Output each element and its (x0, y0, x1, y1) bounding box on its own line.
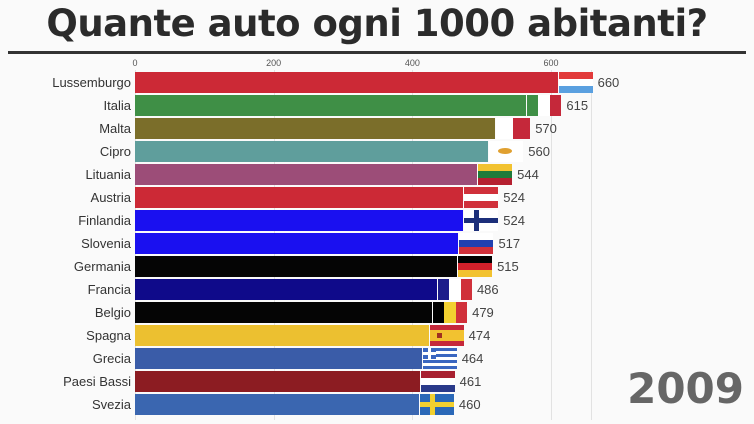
flag-icon (496, 118, 531, 139)
flag-icon (420, 371, 455, 392)
bar-row: Italia 615 (0, 95, 754, 116)
bar-row: Lituania 544 (0, 164, 754, 185)
country-label: Grecia (92, 351, 131, 366)
bar (135, 210, 464, 231)
bar (135, 95, 527, 116)
country-label: Belgio (94, 305, 131, 320)
value-label: 474 (468, 328, 491, 343)
bar (135, 256, 458, 277)
country-label: Finlandia (78, 213, 131, 228)
bar-row: Slovenia 517 (0, 233, 754, 254)
country-label: Italia (103, 98, 131, 113)
title-divider (8, 51, 746, 54)
flag-icon (464, 187, 499, 208)
flag-icon (527, 95, 562, 116)
x-tick-label: 200 (266, 58, 282, 68)
value-label: 524 (503, 190, 525, 205)
value-label: 464 (461, 351, 484, 366)
flag-icon (437, 279, 472, 300)
flag-icon (419, 394, 454, 415)
bar-row: Cipro 560 (0, 141, 754, 162)
flag-icon (433, 302, 468, 323)
bar (135, 302, 433, 323)
country-label: Germania (73, 259, 131, 274)
value-label: 517 (498, 236, 521, 251)
bar (135, 348, 422, 369)
bar (135, 141, 489, 162)
bar-row: Francia 486 (0, 279, 754, 300)
bar (135, 371, 420, 392)
bar-row: Grecia 464 (0, 348, 754, 369)
value-label: 460 (458, 397, 481, 412)
bar (135, 233, 459, 254)
value-label: 570 (535, 121, 557, 136)
bar-row: Malta 570 (0, 118, 754, 139)
bar (135, 164, 478, 185)
value-label: 515 (497, 259, 519, 274)
value-label: 486 (476, 282, 499, 297)
country-label: Malta (99, 121, 131, 136)
bar-row: Spagna 474 (0, 325, 754, 346)
chart-title: Quante auto ogni 1000 abitanti? (46, 2, 708, 45)
country-label: Slovenia (81, 236, 131, 251)
country-label: Svezia (91, 397, 131, 412)
country-label: Lussemburgo (52, 75, 131, 90)
country-label: Francia (87, 282, 131, 297)
country-label: Paesi Bassi (63, 374, 131, 389)
value-label: 479 (472, 305, 494, 320)
bar-row: Finlandia 524 (0, 210, 754, 231)
value-label: 660 (597, 75, 620, 90)
flag-icon (459, 233, 494, 254)
bar (135, 118, 496, 139)
flag-icon (429, 325, 464, 346)
bar-row: Paesi Bassi 461 (0, 371, 754, 392)
country-label: Austria (90, 190, 131, 205)
x-tick-label: 0 (132, 58, 138, 68)
gridline (590, 70, 592, 420)
bar (135, 72, 558, 93)
x-tick-label: 600 (543, 58, 559, 68)
bar (135, 394, 419, 415)
bar-row: Belgio 479 (0, 302, 754, 323)
bar-row: Austria 524 (0, 187, 754, 208)
value-label: 615 (566, 98, 589, 113)
flag-icon (489, 141, 524, 162)
value-label: 524 (503, 213, 525, 228)
country-label: Cipro (99, 144, 131, 159)
bar-row: Svezia 460 (0, 394, 754, 415)
flag-icon (422, 348, 457, 369)
flag-icon (478, 164, 513, 185)
value-label: 461 (459, 374, 482, 389)
year-label: 2009 (627, 364, 744, 413)
flag-icon (464, 210, 499, 231)
bar-row: Germania 515 (0, 256, 754, 277)
x-tick-label: 400 (404, 58, 420, 68)
bar-row: Lussemburgo 660 (0, 72, 754, 93)
gridline (551, 70, 552, 420)
country-label: Lituania (85, 167, 131, 182)
flag-icon (458, 256, 493, 277)
value-label: 544 (517, 167, 539, 182)
bar (135, 279, 437, 300)
flag-icon (558, 72, 593, 93)
bar (135, 187, 464, 208)
country-label: Spagna (86, 328, 131, 343)
value-label: 560 (528, 144, 550, 159)
bar (135, 325, 429, 346)
